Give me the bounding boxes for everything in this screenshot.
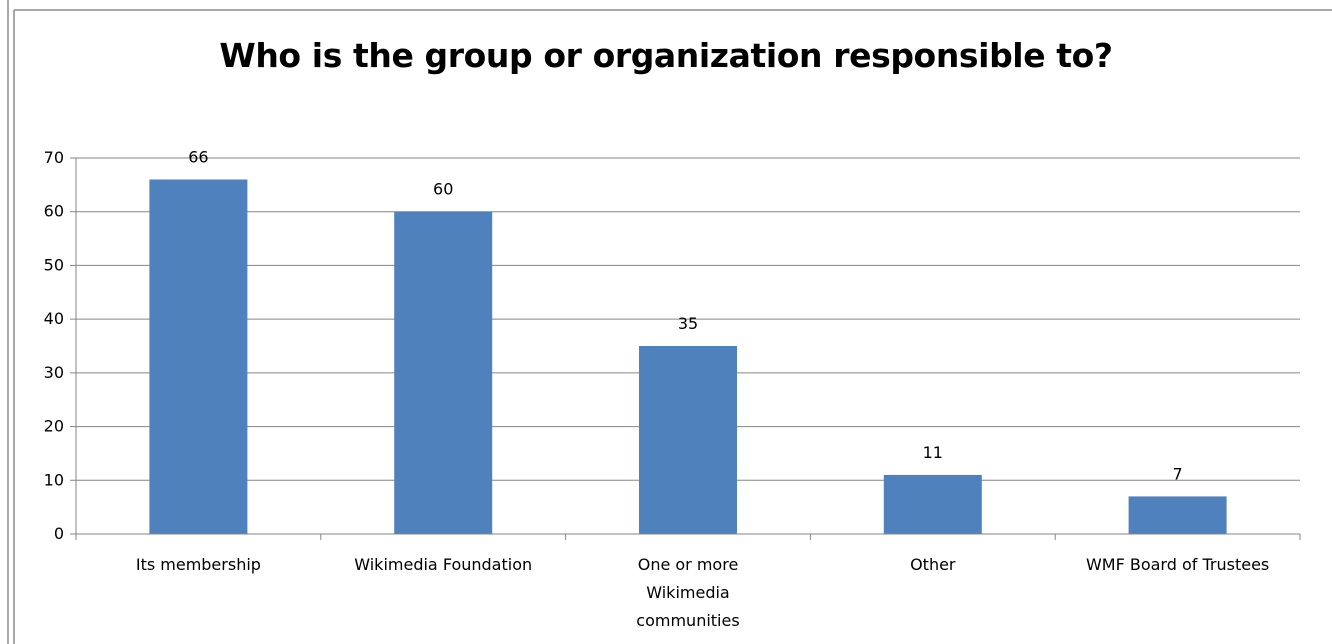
data-label-1: 60 (433, 180, 453, 199)
x-category-label-0-0: Its membership (136, 555, 261, 574)
y-tick-label-20: 20 (44, 417, 64, 436)
data-label-2: 35 (678, 314, 698, 333)
x-category-label-2-1: Wikimedia (646, 583, 729, 602)
y-tick-label-0: 0 (54, 524, 64, 543)
x-category-label-2-0: One or more (638, 555, 739, 574)
chart-title: Who is the group or organization respons… (219, 36, 1113, 75)
data-label-3: 11 (923, 443, 943, 462)
bar-1 (394, 211, 493, 534)
x-category-label-1-0: Wikimedia Foundation (354, 555, 532, 574)
bar-2 (639, 346, 737, 534)
y-tick-label-10: 10 (44, 470, 64, 489)
bar-0 (149, 179, 248, 534)
y-tick-label-40: 40 (44, 309, 64, 328)
x-category-label-4-0: WMF Board of Trustees (1086, 555, 1269, 574)
y-tick-label-30: 30 (44, 363, 64, 382)
data-label-0: 66 (188, 147, 208, 166)
y-tick-label-70: 70 (44, 148, 64, 167)
data-label-4: 7 (1173, 464, 1183, 483)
bar-3 (883, 474, 982, 534)
y-tick-label-60: 60 (44, 202, 64, 221)
x-category-label-3-0: Other (910, 555, 956, 574)
bar-4 (1128, 496, 1227, 534)
y-tick-label-50: 50 (44, 255, 64, 274)
x-category-label-2-2: communities (636, 611, 739, 630)
